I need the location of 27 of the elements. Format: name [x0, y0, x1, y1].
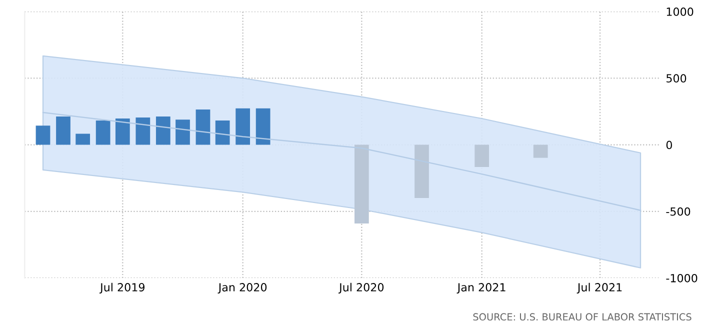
bar: [136, 117, 150, 145]
x-tick-label: Jan 2020: [218, 283, 267, 294]
source-note: SOURCE: U.S. BUREAU OF LABOR STATISTICS: [473, 313, 692, 321]
bar: [36, 126, 50, 145]
bar: [76, 134, 90, 145]
x-tick-label: Jan 2021: [456, 283, 506, 294]
bar: [236, 108, 250, 145]
bar: [115, 118, 130, 145]
bar: [256, 108, 270, 145]
y-tick-label: 500: [666, 74, 686, 83]
bar: [533, 144, 548, 158]
x-tick-label: Jul 2020: [338, 282, 384, 294]
bar: [354, 144, 369, 224]
bar: [474, 144, 490, 168]
bar: [215, 120, 230, 145]
bar: [414, 144, 429, 198]
y-tick-label: 1000: [666, 7, 694, 16]
y-tick-label: -1000: [666, 274, 698, 282]
bar: [56, 116, 70, 145]
bar: [156, 116, 170, 145]
x-tick-label: Jul 2021: [576, 282, 622, 294]
y-tick-label: 0: [666, 140, 672, 150]
x-tick-label: Jul 2019: [99, 282, 144, 294]
bar: [196, 109, 210, 145]
y-tick-label: -500: [666, 207, 690, 216]
bar: [96, 120, 110, 145]
bar: [176, 120, 190, 145]
